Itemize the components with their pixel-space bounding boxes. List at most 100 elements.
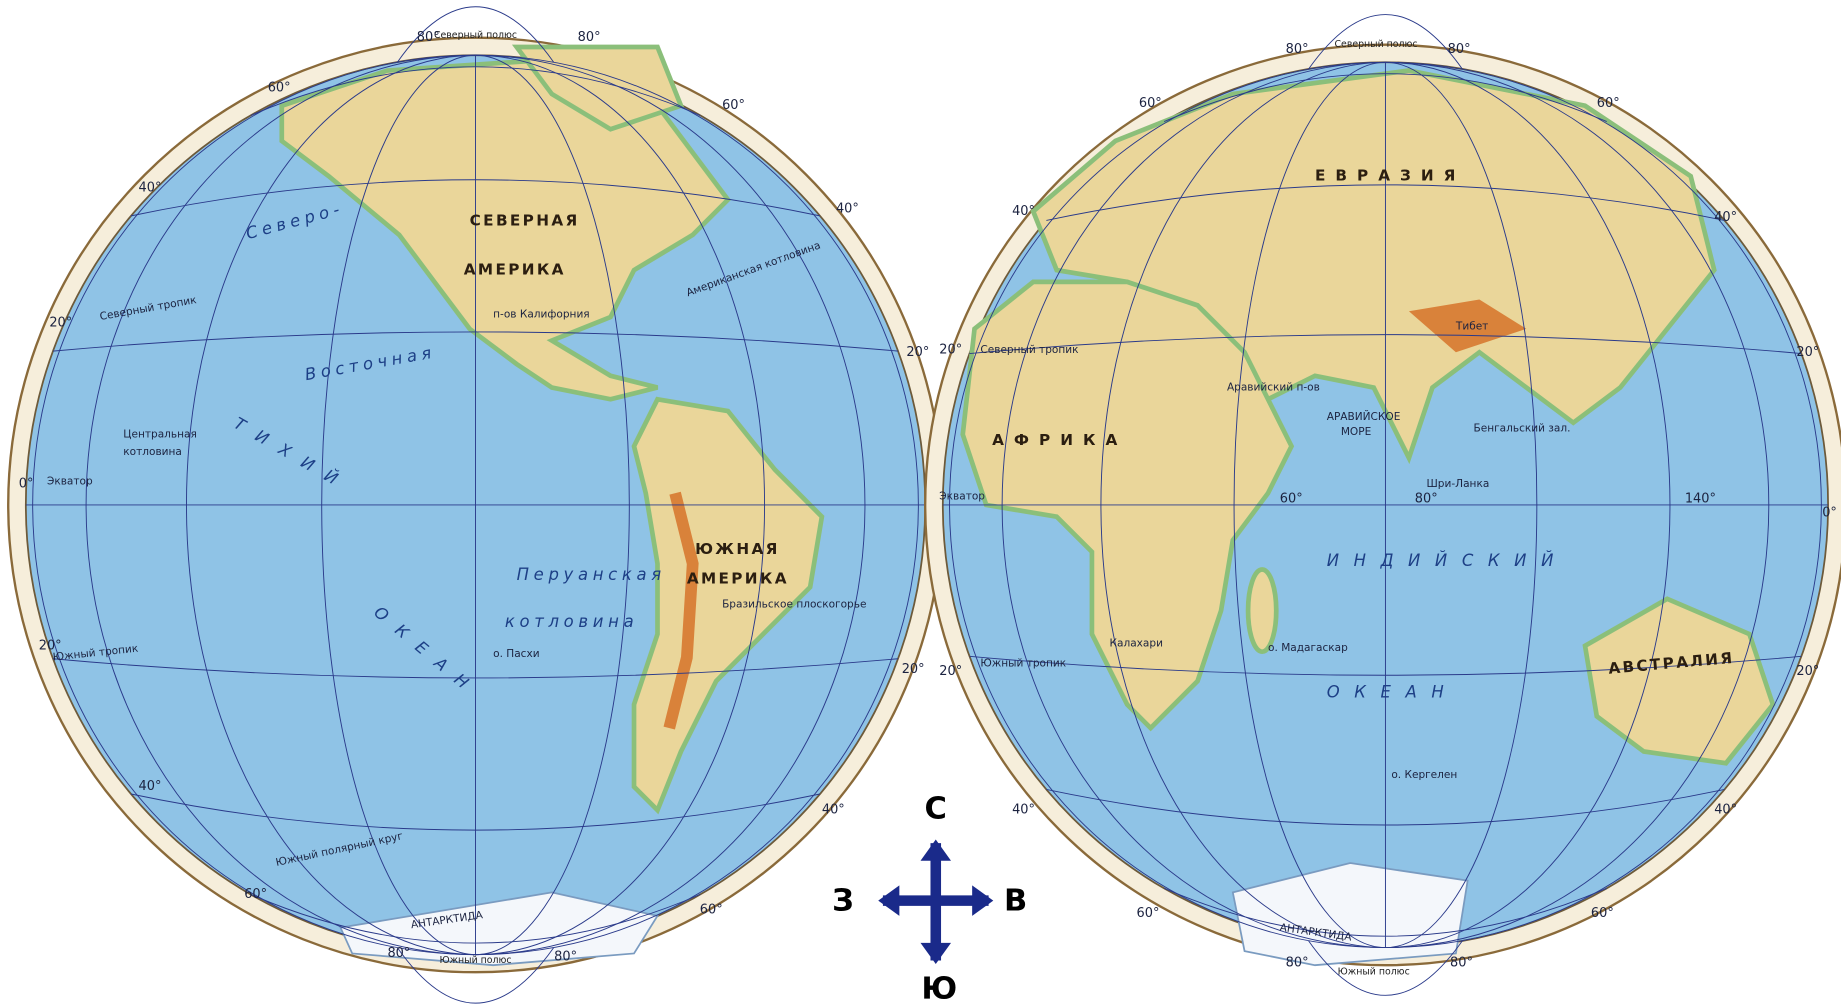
map-label: МОРЕ [1341, 426, 1371, 438]
degree-label: 80° [1286, 955, 1309, 970]
degree-label: 40° [1012, 803, 1035, 818]
compass-north: С [925, 792, 947, 827]
right-hemisphere [924, 14, 1841, 996]
continent-label: Е В Р А З И Я [1315, 167, 1458, 185]
compass-cross [882, 843, 989, 961]
degree-label: 20° [902, 662, 925, 677]
degree-label: 20° [939, 664, 962, 679]
degree-label: 80° [417, 30, 440, 45]
graticule-line [250, 66, 701, 116]
graticule-line [1163, 887, 1607, 937]
compass-south: Ю [921, 971, 957, 1004]
degree-label: 80° [1450, 955, 1473, 970]
north-pole-label: Северный полюс [1335, 39, 1418, 50]
degree-label: 40° [1714, 210, 1737, 225]
degree-label: 0° [1822, 506, 1837, 521]
degree-label: 80° [554, 949, 577, 964]
ocean-label: Перуанская [517, 565, 666, 584]
map-label: Аравийский п-ов [1227, 382, 1320, 394]
tibet-highland [1408, 299, 1527, 353]
degree-label: 40° [836, 202, 859, 217]
ocean-label: котловина [505, 612, 639, 631]
degree-label: 140° [1685, 492, 1716, 507]
map-label: Экватор [47, 475, 93, 487]
degree-label: 40° [139, 779, 162, 794]
graticule-line [969, 655, 1802, 676]
map-label: о. Кергелен [1391, 769, 1457, 781]
degree-label: 20° [906, 345, 929, 360]
ocean-label: О К Е А Н [1327, 682, 1449, 701]
continent-label: ЮЖНАЯ [695, 540, 780, 558]
degree-label: 80° [1448, 42, 1471, 57]
map-label: Экватор [939, 491, 985, 503]
north-pole-label: Северный полюс [434, 30, 517, 41]
graticule-line [1046, 184, 1725, 221]
continent-label: АМЕРИКА [464, 261, 566, 279]
ocean-label: И Н Д И Й С К И Й [1327, 551, 1558, 570]
compass: С З В Ю [832, 792, 1027, 1004]
continent-label: АМЕРИКА [687, 569, 789, 587]
degree-label: 80° [387, 946, 410, 961]
degree-label: 40° [139, 180, 162, 195]
map-label: АРАВИЙСКОЕ [1327, 410, 1401, 423]
left-hemisphere [7, 6, 944, 1004]
degree-label: 60° [700, 903, 723, 918]
graticule-line [250, 893, 701, 944]
continent-label: А Ф Р И К А [992, 431, 1120, 449]
graticule-line [52, 331, 899, 352]
graticule-line [969, 334, 1802, 355]
graticule-line [1046, 788, 1725, 826]
map-label: о. Пасхи [493, 648, 539, 660]
antarctica [339, 891, 659, 967]
graticule-line [52, 658, 899, 679]
graticule-line [397, 947, 554, 1004]
map-label: Шри-Ланка [1427, 478, 1490, 490]
map-label: Калахари [1110, 637, 1163, 649]
degree-label: 20° [1796, 664, 1819, 679]
degree-label: 80° [1286, 42, 1309, 57]
madagascar [1245, 567, 1279, 655]
south-pole-label: Южный полюс [1338, 967, 1410, 978]
degree-label: 60° [1137, 906, 1160, 921]
degree-label: 20° [939, 342, 962, 357]
map-label: котловина [123, 446, 182, 458]
compass-east: В [1004, 883, 1027, 918]
graticule-line [1308, 940, 1463, 996]
graticule [25, 6, 926, 1004]
degree-label: 20° [49, 315, 72, 330]
degree-label: 60° [1139, 96, 1162, 111]
graticule-line [397, 6, 554, 63]
compass-west: З [832, 883, 854, 918]
degree-label: 60° [722, 98, 745, 113]
degree-label: 60° [244, 887, 267, 902]
australia [1582, 596, 1776, 766]
antarctica [1231, 862, 1469, 967]
map-label: Северный тропик [980, 344, 1079, 356]
degree-label: 80° [578, 30, 601, 45]
graticule-line [130, 179, 821, 217]
map-label: Бразильское плоскогорье [722, 599, 866, 611]
graticule-line [130, 793, 821, 831]
degree-label: 60° [1280, 492, 1303, 507]
degree-label: 0° [19, 476, 34, 491]
degree-label: 60° [268, 81, 291, 96]
degree-label: 80° [1415, 492, 1438, 507]
map-label: Южный тропик [980, 657, 1066, 669]
graticule-line [1163, 73, 1607, 123]
degree-label: 20° [39, 638, 62, 653]
continent-label: СЕВЕРНАЯ [470, 211, 580, 229]
north-america [279, 56, 732, 402]
graticule [942, 14, 1829, 996]
map-label: Центральная [123, 428, 197, 440]
degree-label: 40° [1012, 204, 1035, 219]
graticule-line [1308, 14, 1463, 70]
map-label: п-ов Калифорния [493, 309, 590, 321]
greenland [511, 44, 685, 132]
degree-label: 40° [1714, 803, 1737, 818]
south-pole-label: Южный полюс [439, 955, 511, 966]
degree-label: 60° [1591, 906, 1614, 921]
andes [663, 491, 699, 730]
map-label: Тибет [1455, 320, 1488, 332]
degree-label: 40° [822, 803, 845, 818]
